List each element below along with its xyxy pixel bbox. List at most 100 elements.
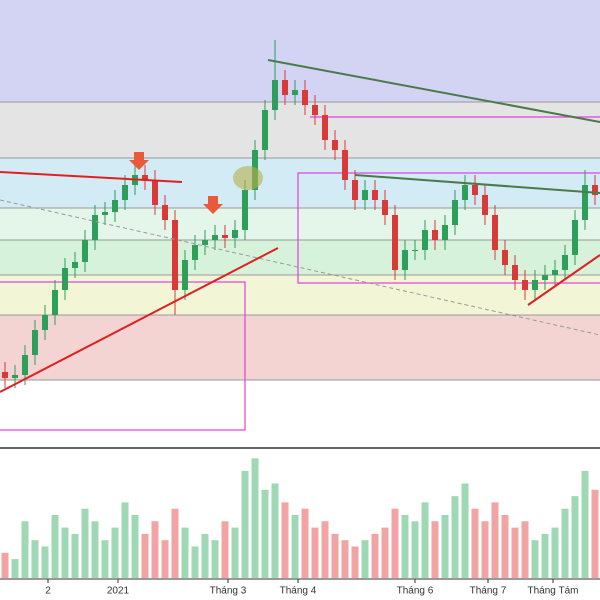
- volume-bar: [571, 496, 579, 578]
- volume-bar: [581, 470, 589, 578]
- highlight: [233, 166, 263, 190]
- candle-body: [452, 200, 458, 225]
- volume-bar: [391, 508, 399, 578]
- candle-body: [52, 290, 58, 315]
- candle-body: [152, 180, 158, 205]
- volume-bar: [541, 533, 549, 578]
- volume-bar: [71, 533, 79, 578]
- candle-body: [432, 230, 438, 240]
- volume: [1, 458, 599, 578]
- candle-body: [492, 215, 498, 250]
- candle-body: [2, 372, 8, 378]
- volume-bar: [471, 508, 479, 578]
- zone: [0, 240, 600, 275]
- volume-bar: [121, 502, 129, 578]
- box: [0, 281, 246, 431]
- volume-bar: [491, 502, 499, 578]
- volume-bar: [561, 508, 569, 578]
- volume-bar: [531, 540, 539, 578]
- candle-body: [472, 185, 478, 195]
- volume-bar: [321, 521, 329, 578]
- volume-bar: [101, 540, 109, 578]
- volume-bar: [401, 515, 409, 578]
- candle-body: [212, 235, 218, 240]
- volume-bar: [251, 458, 259, 578]
- candle-body: [192, 245, 198, 260]
- volume-bar: [381, 527, 389, 578]
- volume-bar: [261, 489, 269, 578]
- volume-bar: [91, 521, 99, 578]
- candle-body: [222, 235, 228, 238]
- volume-bar: [341, 540, 349, 578]
- volume-bar: [211, 540, 219, 578]
- x-tick-label: Tháng Tám: [528, 586, 579, 597]
- candle-body: [502, 250, 508, 265]
- candle-body: [182, 260, 188, 290]
- volume-bar: [481, 521, 489, 578]
- x-tick-label: Tháng 4: [280, 586, 317, 597]
- volume-bar: [201, 533, 209, 578]
- x-tick-label: 2021: [107, 586, 130, 597]
- candle-body: [32, 330, 38, 355]
- candle-body: [202, 240, 208, 245]
- volume-bar: [271, 483, 279, 578]
- volume-bar: [451, 496, 459, 578]
- volume-bar: [11, 559, 19, 578]
- volume-bar: [411, 521, 419, 578]
- candle-body: [552, 270, 558, 275]
- zone: [0, 315, 600, 380]
- volume-bar: [61, 527, 69, 578]
- trend-line: [527, 254, 600, 306]
- volume-bar: [331, 533, 339, 578]
- volume-bar: [441, 515, 449, 578]
- volume-bar: [1, 552, 9, 578]
- candle-body: [302, 90, 308, 105]
- arrow: [129, 152, 149, 170]
- trend-line: [267, 59, 600, 123]
- volume-bar: [31, 540, 39, 578]
- volume-bar: [151, 521, 159, 578]
- candle-body: [82, 240, 88, 262]
- candle-body: [402, 250, 408, 270]
- volume-bar: [591, 489, 599, 578]
- candle-body: [372, 190, 378, 200]
- trend-line: [0, 199, 600, 336]
- zone: [0, 102, 600, 158]
- volume-bar: [131, 515, 139, 578]
- candle-body: [242, 190, 248, 230]
- volume-bar: [501, 515, 509, 578]
- zone: [0, 0, 600, 102]
- drawings: [0, 59, 600, 393]
- candle-body: [262, 110, 268, 150]
- candle-body: [512, 265, 518, 280]
- volume-bar: [21, 521, 29, 578]
- volume-bar: [431, 521, 439, 578]
- trend-line: [0, 247, 279, 393]
- candle-body: [442, 225, 448, 240]
- boxes: [0, 116, 600, 431]
- arrow: [203, 196, 223, 214]
- volume-bar: [221, 521, 229, 578]
- volume-bar: [81, 508, 89, 578]
- x-tick-label: 2: [45, 586, 51, 597]
- volume-bar: [311, 527, 319, 578]
- candle-body: [102, 212, 108, 215]
- candle-body: [92, 215, 98, 240]
- volume-bar: [301, 508, 309, 578]
- candles: [2, 40, 598, 388]
- volume-bar: [281, 502, 289, 578]
- candle-body: [342, 150, 348, 180]
- candle-body: [22, 355, 28, 375]
- candle-body: [352, 180, 358, 200]
- candle-body: [532, 280, 538, 290]
- candle-body: [582, 185, 588, 220]
- candle-body: [572, 220, 578, 255]
- candle-body: [12, 375, 18, 378]
- candle-body: [412, 250, 418, 251]
- candle-body: [462, 185, 468, 200]
- candle-body: [62, 268, 68, 290]
- volume-bar: [351, 546, 359, 578]
- volume-bar: [51, 515, 59, 578]
- volume-bar: [461, 483, 469, 578]
- candle-body: [112, 200, 118, 212]
